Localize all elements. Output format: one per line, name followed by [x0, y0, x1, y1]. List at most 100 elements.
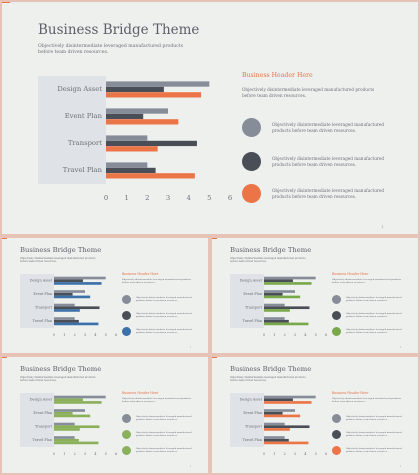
bar [264, 425, 310, 429]
slide-accent-line [2, 238, 7, 239]
category-label: Travel Plan [32, 438, 52, 442]
x-tick-label: 2 [284, 333, 286, 337]
bar [106, 92, 202, 98]
page-number: 1 [400, 465, 402, 468]
slide-title: Business Bridge Theme [230, 246, 312, 254]
legend-dot-dark [332, 430, 341, 439]
legend-text: Objectively disintermediate leveraged ma… [346, 312, 402, 318]
bar [54, 441, 99, 445]
bar [54, 409, 85, 412]
bar [264, 441, 309, 445]
x-tick-label: 6 [115, 452, 117, 456]
x-tick-label: 5 [207, 194, 211, 202]
bar [264, 322, 309, 326]
category-label: Design Asset [240, 397, 263, 401]
category-band [230, 393, 264, 447]
legend-dot-accent [332, 327, 341, 336]
legend-item-gray: Objectively disintermediate leveraged ma… [122, 414, 196, 423]
bar [106, 173, 195, 179]
x-tick-label: 5 [315, 452, 317, 456]
bar-chart: Design Asset Event Plan Transport Travel Pl… [38, 76, 232, 202]
bar [264, 292, 283, 296]
legend-item-dark: Objectively disintermediate leveraged ma… [122, 430, 196, 439]
bar [264, 401, 312, 404]
bar [54, 422, 75, 426]
bar [106, 167, 156, 174]
bar-chart: Design Asset Event Plan Transport Travel Pl… [20, 274, 117, 337]
slide-accent-line [212, 357, 217, 358]
x-tick-label: 1 [63, 333, 65, 337]
category-label: Transport [35, 424, 53, 428]
slide-title: Business Bridge Theme [38, 22, 200, 38]
category-label: Event Plan [243, 292, 262, 296]
slide-variant-green-2[interactable]: Business Bridge Theme Objectively disint… [2, 357, 208, 473]
bar [54, 306, 100, 310]
x-tick-label: 0 [53, 452, 55, 456]
bar [264, 409, 295, 412]
bar [54, 411, 73, 415]
slide-main[interactable]: Business Bridge Theme Objectively disint… [2, 2, 418, 234]
bar [54, 279, 83, 283]
legend-item-gray: Objectively disintermediate leveraged ma… [332, 295, 406, 304]
x-tick-label: 5 [105, 452, 107, 456]
bar [106, 162, 148, 168]
x-tick-label: 3 [84, 333, 86, 337]
bar-chart: Design Asset Event Plan Transport Travel Pl… [230, 393, 327, 456]
page-number: 1 [381, 224, 384, 229]
legend-dot-accent [332, 446, 341, 455]
x-tick-label: 1 [63, 452, 65, 456]
legend-dot-dark [122, 430, 131, 439]
bar [54, 414, 91, 418]
legend-item-gray: Objectively disintermediate leveraged ma… [242, 118, 392, 137]
slide-variant-blue[interactable]: Business Bridge Theme Objectively disint… [2, 238, 208, 353]
legend-item-accent: Objectively disintermediate leveraged ma… [242, 184, 392, 203]
legend-dot-dark [242, 152, 261, 171]
category-label: Event Plan [33, 411, 52, 415]
x-tick-label: 0 [263, 333, 265, 337]
category-label: Event Plan [33, 292, 52, 296]
slide-subtitle: Objectively disintermediate leveraged ma… [38, 44, 183, 56]
bar [54, 290, 85, 293]
page-number: 1 [400, 346, 402, 349]
x-tick-label: 4 [187, 194, 191, 202]
bar [264, 276, 316, 280]
bar [54, 395, 106, 399]
legend-dot-gray [122, 414, 131, 423]
category-label: Design Asset [57, 85, 102, 93]
bar [264, 438, 289, 442]
category-label: Travel Plan [32, 319, 52, 323]
bar [54, 436, 75, 439]
x-tick-label: 4 [94, 333, 96, 337]
legend-text: Objectively disintermediate leveraged ma… [346, 415, 402, 421]
slide-subtitle: Objectively disintermediate leveraged ma… [20, 257, 96, 264]
legend-item-accent: Objectively disintermediate leveraged ma… [332, 327, 406, 336]
x-tick-label: 0 [104, 194, 108, 202]
chart-header: Business Header Here [122, 391, 159, 395]
x-tick-label: 6 [325, 333, 327, 337]
bar [264, 317, 285, 320]
bar [54, 276, 106, 280]
legend-dot-dark [122, 311, 131, 320]
x-tick-label: 6 [115, 333, 117, 337]
legend-dot-accent [242, 184, 261, 203]
slide-variant-green[interactable]: Business Bridge Theme Objectively disint… [212, 238, 418, 353]
category-label: Travel Plan [242, 438, 262, 442]
slide-variant-orange[interactable]: Business Bridge Theme Objectively disint… [212, 357, 418, 473]
bar [264, 428, 290, 431]
legend-text: Objectively disintermediate leveraged ma… [136, 296, 192, 302]
slide-subtitle: Objectively disintermediate leveraged ma… [230, 376, 306, 383]
x-tick-label: 4 [304, 452, 306, 456]
slide-accent-line [212, 238, 217, 239]
bar [54, 317, 75, 320]
slide-subtitle: Objectively disintermediate leveraged ma… [230, 257, 306, 264]
category-band [230, 274, 264, 328]
legend-dot-accent [122, 446, 131, 455]
bar [264, 398, 293, 402]
legend-text: Objectively disintermediate leveraged ma… [136, 447, 192, 453]
x-tick-label: 4 [304, 333, 306, 337]
legend-text: Objectively disintermediate leveraged ma… [272, 187, 385, 199]
legend-text: Objectively disintermediate leveraged ma… [272, 121, 385, 133]
legend-item-accent: Objectively disintermediate leveraged ma… [122, 446, 196, 455]
legend-item-accent: Objectively disintermediate leveraged ma… [332, 446, 406, 455]
bar [54, 292, 73, 296]
